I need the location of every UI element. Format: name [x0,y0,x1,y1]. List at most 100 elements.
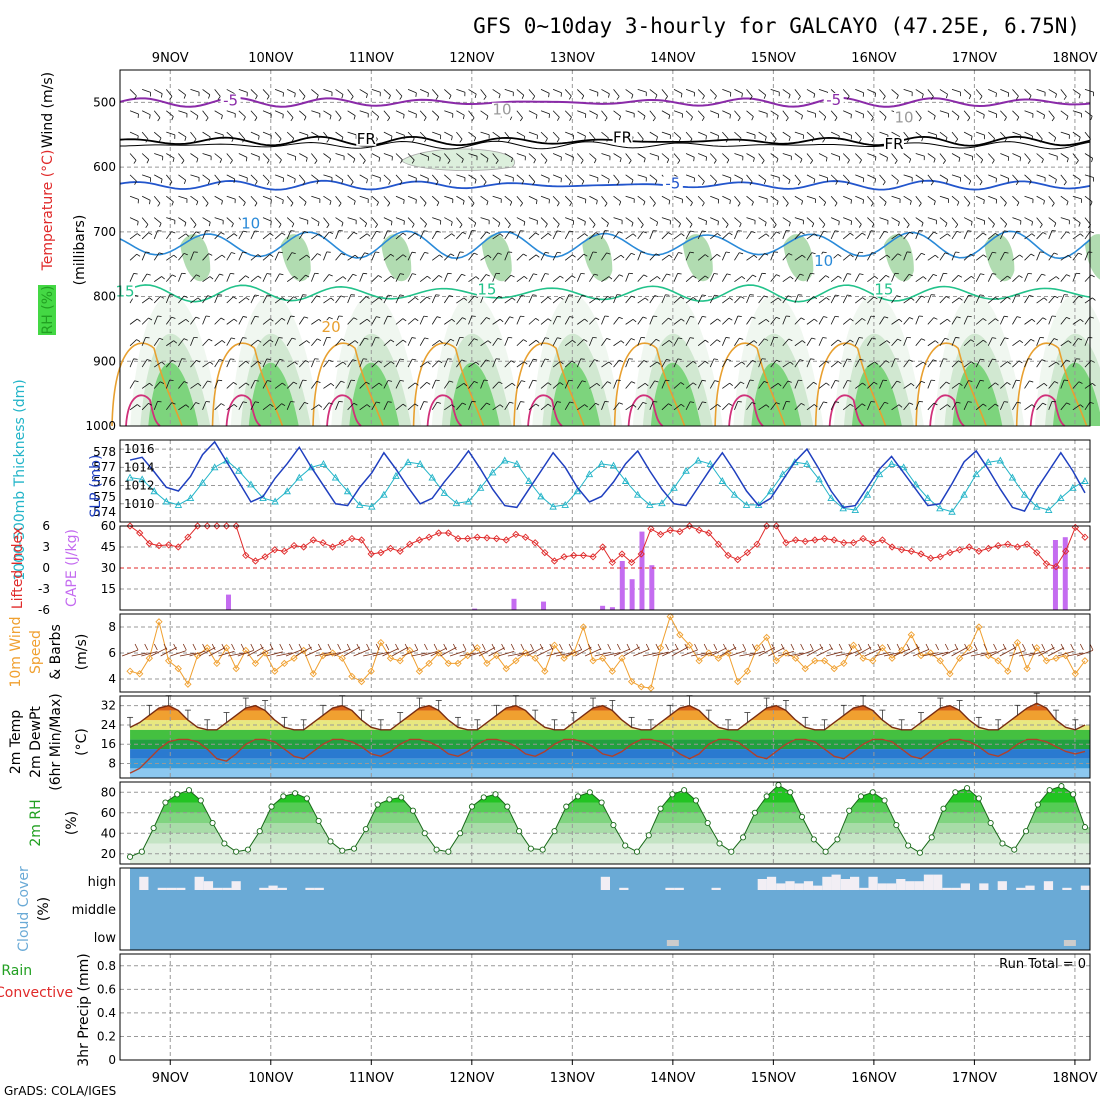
upper-wind-barb [782,361,791,368]
upper-wind-barb [242,401,247,404]
upper-wind-barb [402,318,407,322]
upper-wind-barb [1048,295,1055,304]
lifted-index-line-point [791,536,800,544]
upper-wind-barb [722,297,730,304]
upper-wind-barb [274,359,280,368]
upper-wind-barb [606,223,609,228]
upper-wind-barb [714,380,719,382]
upper-wind-barb [951,360,959,368]
upper-wind-barb [569,117,572,121]
upper-wind-barb [414,318,419,322]
rh-2m-line-point [256,828,263,835]
wind-barb [761,643,766,651]
upper-wind-barb [625,110,635,114]
upper-wind-barb [559,296,564,300]
upper-wind-barb [800,317,805,321]
cloud-high-bar [213,887,223,890]
upper-wind-barb [746,153,755,159]
upper-wind-barb [680,403,685,408]
upper-wind-barb [250,316,256,325]
upper-wind-barb [359,404,368,411]
upper-wind-barb [794,110,803,116]
upper-wind-barb [823,116,827,121]
thickness-line [129,459,1086,513]
upper-wind-barb [616,96,620,100]
upper-wind-barb [480,195,489,202]
upper-wind-barb [545,337,550,339]
wind-barb [211,643,216,651]
upper-wind-barb [129,195,139,200]
upper-wind-barb [717,221,719,226]
contour-label: FR [357,130,376,148]
upper-wind-barb [773,224,777,229]
upper-wind-barb [1024,295,1030,304]
wind-speed-line-point [685,641,694,649]
wind-barb [472,643,477,651]
upper-wind-barb [644,383,649,387]
upper-wind-barb [1072,252,1079,261]
upper-wind-barb [649,276,658,282]
upper-wind-barb [173,254,178,259]
upper-wind-barb [323,251,328,261]
wind-speed-line-point [589,657,597,665]
upper-wind-barb [770,297,779,304]
wind-barb [469,650,486,657]
upper-wind-barb [207,295,212,298]
thickness-line-point [440,489,449,496]
upper-wind-barb [1072,295,1080,304]
upper-wind-barb [214,153,222,160]
lifted-index-line-point [666,526,674,534]
upper-wind-barb [855,297,863,304]
upper-wind-barb [486,158,489,163]
upper-wind-barb [516,195,523,204]
upper-wind-barb [480,174,487,183]
upper-wind-barb [371,195,379,203]
upper-wind-barb [1036,273,1042,282]
upper-wind-barb [165,231,172,240]
upper-wind-barb [685,230,691,240]
temp-ylabel-2: 2m DewPt [28,706,44,778]
upper-wind-barb [492,217,501,224]
upper-wind-barb [153,381,161,389]
upper-wind-barb [486,402,491,406]
upper-wind-barb [311,338,318,346]
upper-wind-barb [818,275,826,282]
upper-wind-barb [136,233,141,237]
upper-wind-barb [395,358,401,368]
upper-wind-barb [654,380,659,383]
upper-wind-barb [492,358,497,368]
upper-wind-barb [214,217,224,221]
upper-wind-barb [665,379,670,382]
upper-wind-barb [238,316,244,325]
cloud-high-bar [203,881,214,890]
upper-wind-barb [178,404,187,411]
upper-wind-barb [592,224,596,229]
upper-wind-barb [316,380,321,384]
upper-wind-barb [305,157,308,162]
upper-wind-barb [673,217,681,224]
wind-barb [279,643,284,651]
wind-barb [334,648,351,657]
wind-barb [433,643,438,651]
upper-wind-barb [1053,137,1057,142]
upper-wind-barb [390,339,395,343]
upper-wind-barb [492,381,500,389]
upper-wind-barb [903,153,912,160]
upper-wind-barb [758,174,767,181]
upper-wind-barb [376,201,379,206]
lifted-index-line-point [367,550,375,558]
upper-wind-barb [456,383,465,389]
upper-wind-barb [891,318,900,325]
thickness-line-point [1081,477,1089,484]
upper-wind-barb [661,403,669,411]
upper-wind-barb [879,316,885,325]
upper-wind-barb [1024,89,1032,96]
upper-wind-barb [739,223,742,228]
upper-wind-barb [794,294,799,304]
upper-wind-barb [1063,181,1067,186]
wind-barb [845,649,862,657]
upper-wind-barb [158,137,162,142]
wind-barb [604,652,621,657]
upper-wind-barb [835,380,840,382]
upper-wind-barb [680,93,683,98]
